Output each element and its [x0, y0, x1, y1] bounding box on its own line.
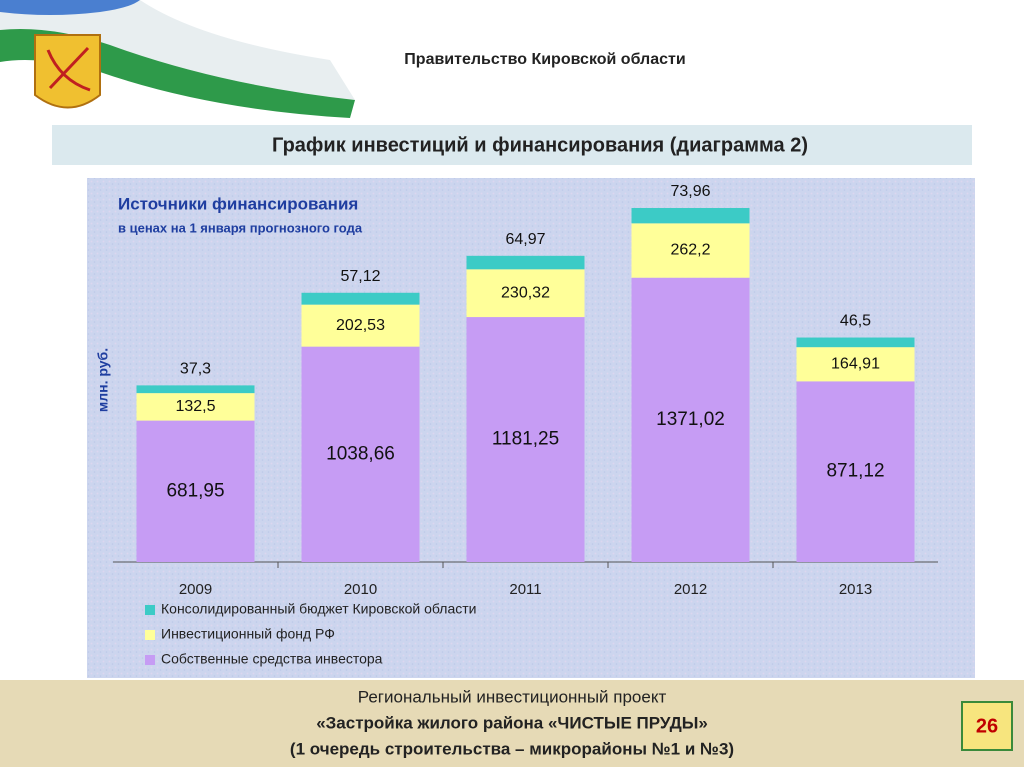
footer-line: «Застройка жилого района «ЧИСТЫЕ ПРУДЫ»	[316, 713, 708, 732]
chart-title: Источники финансирования	[118, 194, 358, 213]
coat-of-arms-bow	[46, 46, 91, 92]
bar-segment	[631, 223, 750, 278]
value-label: 57,12	[340, 268, 380, 285]
bar-segment	[631, 277, 750, 562]
bar-segment	[301, 304, 420, 347]
bar-segment	[466, 269, 585, 318]
value-label: 132,5	[175, 398, 215, 415]
bar-segment	[796, 337, 915, 348]
x-tick-label: 2010	[344, 581, 377, 598]
legend-label: Собственные средства инвестора	[161, 651, 383, 667]
legend-swatch	[145, 605, 155, 615]
value-label: 73,96	[670, 183, 710, 200]
bar-segment	[631, 208, 750, 224]
legend-swatch	[145, 630, 155, 640]
x-tick-label: 2012	[674, 581, 707, 598]
value-label: 64,97	[505, 231, 545, 248]
legend-label: Консолидированный бюджет Кировской облас…	[161, 601, 477, 617]
bar-segment	[301, 346, 420, 562]
flag-white	[0, 0, 355, 100]
value-label: 202,53	[336, 317, 385, 334]
value-label: 46,5	[840, 313, 871, 330]
value-label: 230,32	[501, 284, 550, 301]
footer-line: (1 очередь строительства – микрорайоны №…	[290, 739, 734, 758]
x-tick-label: 2011	[509, 581, 541, 598]
legend-label: Инвестиционный фонд РФ	[161, 626, 335, 642]
page-number: 26	[976, 715, 998, 737]
legend-swatch	[145, 655, 155, 665]
x-tick-label: 2013	[839, 581, 872, 598]
value-label: 1371,02	[656, 409, 725, 430]
chart-subtitle: в ценах на 1 января прогнозного года	[118, 220, 363, 235]
value-label: 1038,66	[326, 443, 395, 464]
value-label: 871,12	[826, 461, 884, 482]
bar-segment	[796, 347, 915, 382]
bar-segment	[466, 317, 585, 562]
x-tick-label: 2009	[179, 581, 212, 598]
title-bar	[52, 125, 972, 165]
header-title: Правительство Кировской области	[404, 51, 685, 68]
y-axis-label: млн. руб.	[95, 348, 111, 412]
bar-segment	[136, 420, 255, 562]
value-label: 681,95	[166, 480, 224, 501]
page-number-box	[961, 701, 1013, 751]
bar-segment	[136, 385, 255, 394]
bar-segment	[136, 393, 255, 421]
slide-title: График инвестиций и финансирования (диаг…	[272, 134, 808, 156]
bar-segment	[796, 381, 915, 562]
value-label: 262,2	[670, 242, 710, 259]
bar-segment	[301, 292, 420, 305]
flag-blue	[0, 0, 140, 15]
bar-segment	[466, 255, 585, 270]
value-label: 164,91	[831, 355, 880, 372]
footer-line: Региональный инвестиционный проект	[358, 687, 667, 706]
value-label: 37,3	[180, 361, 211, 378]
value-label: 1181,25	[492, 429, 559, 450]
footer-bar	[0, 680, 1024, 767]
